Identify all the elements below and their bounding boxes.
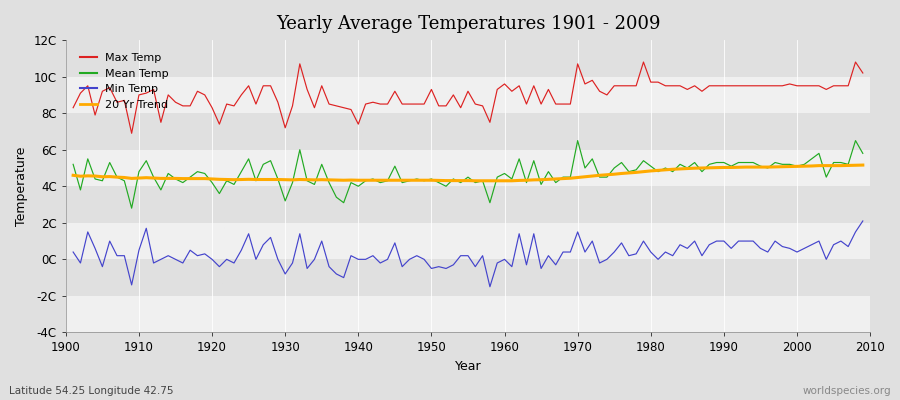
Bar xyxy=(66,113,870,150)
Bar xyxy=(66,150,870,186)
Bar xyxy=(66,223,870,259)
Bar xyxy=(66,296,870,332)
Legend: Max Temp, Mean Temp, Min Temp, 20 Yr Trend: Max Temp, Mean Temp, Min Temp, 20 Yr Tre… xyxy=(76,48,174,114)
Y-axis label: Temperature: Temperature xyxy=(15,146,28,226)
X-axis label: Year: Year xyxy=(454,360,482,373)
Title: Yearly Average Temperatures 1901 - 2009: Yearly Average Temperatures 1901 - 2009 xyxy=(275,15,661,33)
Text: worldspecies.org: worldspecies.org xyxy=(803,386,891,396)
Text: Latitude 54.25 Longitude 42.75: Latitude 54.25 Longitude 42.75 xyxy=(9,386,174,396)
Bar xyxy=(66,40,870,77)
Bar xyxy=(66,186,870,223)
Bar xyxy=(66,259,870,296)
Bar xyxy=(66,77,870,113)
